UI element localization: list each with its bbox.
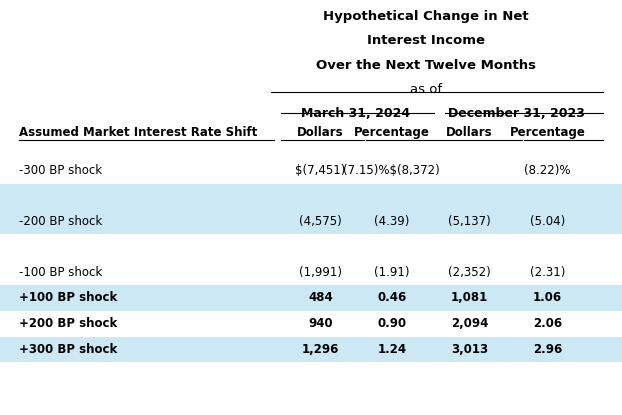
- Text: 1,081: 1,081: [451, 291, 488, 305]
- Text: 2,094: 2,094: [451, 317, 488, 330]
- FancyBboxPatch shape: [0, 184, 622, 234]
- Text: -200 BP shock: -200 BP shock: [19, 215, 102, 228]
- FancyBboxPatch shape: [0, 285, 622, 311]
- Text: (5,137): (5,137): [448, 215, 491, 228]
- Text: Interest Income: Interest Income: [367, 34, 485, 47]
- Text: 940: 940: [308, 317, 333, 330]
- Text: 0.90: 0.90: [378, 317, 406, 330]
- Text: +100 BP shock: +100 BP shock: [19, 291, 117, 305]
- Text: 2.96: 2.96: [532, 343, 562, 356]
- Text: (8.22)%: (8.22)%: [524, 164, 570, 178]
- Text: March 31, 2024: March 31, 2024: [301, 107, 411, 120]
- Text: (7.15)%$(8,372): (7.15)%$(8,372): [343, 164, 440, 178]
- Text: (2.31): (2.31): [530, 266, 565, 279]
- Text: (4.39): (4.39): [374, 215, 409, 228]
- Text: (2,352): (2,352): [448, 266, 491, 279]
- Text: Hypothetical Change in Net: Hypothetical Change in Net: [323, 10, 529, 23]
- Text: Dollars: Dollars: [447, 126, 493, 139]
- Text: 2.06: 2.06: [533, 317, 562, 330]
- Text: +300 BP shock: +300 BP shock: [19, 343, 117, 356]
- Text: 1.24: 1.24: [378, 343, 406, 356]
- Text: 484: 484: [308, 291, 333, 305]
- Text: Percentage: Percentage: [354, 126, 430, 139]
- Text: (5.04): (5.04): [530, 215, 565, 228]
- FancyBboxPatch shape: [0, 337, 622, 362]
- Text: -300 BP shock: -300 BP shock: [19, 164, 102, 178]
- Text: 3,013: 3,013: [451, 343, 488, 356]
- Text: Assumed Market Interest Rate Shift: Assumed Market Interest Rate Shift: [19, 126, 257, 139]
- Text: 1,296: 1,296: [302, 343, 339, 356]
- Text: Dollars: Dollars: [297, 126, 343, 139]
- Text: Over the Next Twelve Months: Over the Next Twelve Months: [316, 59, 536, 71]
- Text: (1,991): (1,991): [299, 266, 342, 279]
- Text: (4,575): (4,575): [299, 215, 341, 228]
- Text: as of: as of: [410, 83, 442, 95]
- Text: Percentage: Percentage: [509, 126, 585, 139]
- Text: (1.91): (1.91): [374, 266, 410, 279]
- Text: -100 BP shock: -100 BP shock: [19, 266, 102, 279]
- Text: 1.06: 1.06: [533, 291, 562, 305]
- Text: December 31, 2023: December 31, 2023: [448, 107, 585, 120]
- Text: $(7,451): $(7,451): [295, 164, 345, 178]
- Text: +200 BP shock: +200 BP shock: [19, 317, 117, 330]
- Text: 0.46: 0.46: [377, 291, 407, 305]
